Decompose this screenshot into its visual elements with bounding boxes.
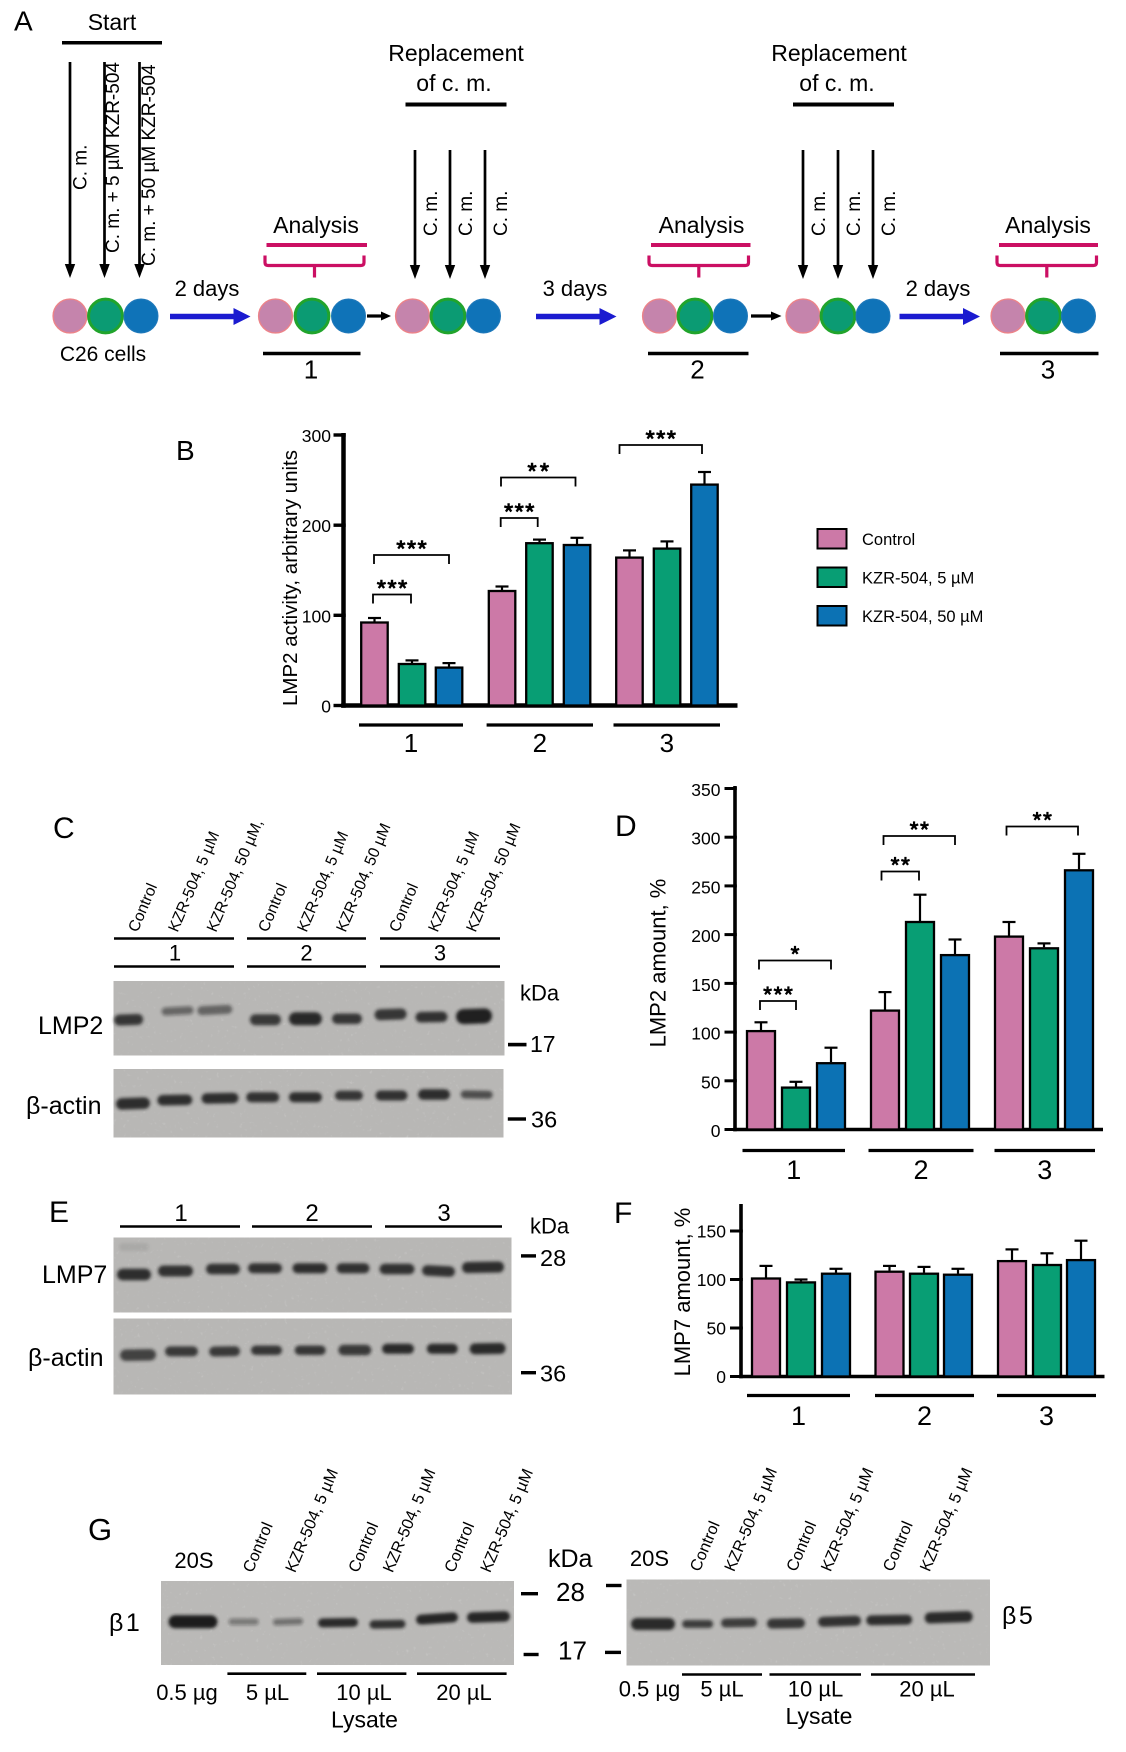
svg-text:0.5 µg: 0.5 µg (156, 1680, 218, 1705)
svg-text:20 µL: 20 µL (436, 1680, 492, 1705)
svg-text:1: 1 (404, 728, 418, 758)
svg-text:LMP2 amount, %: LMP2 amount, % (645, 879, 670, 1048)
svg-text:300: 300 (302, 426, 331, 446)
svg-text:β-actin: β-actin (28, 1344, 104, 1372)
svg-text:A: A (14, 6, 33, 37)
svg-text:5 µL: 5 µL (246, 1680, 289, 1705)
svg-text:150: 150 (697, 1222, 726, 1242)
svg-text:1: 1 (786, 1155, 801, 1185)
svg-text:1: 1 (174, 1200, 187, 1227)
svg-text:Control: Control (862, 531, 915, 549)
svg-text:50: 50 (701, 1072, 721, 1092)
svg-text:2: 2 (300, 941, 312, 966)
svg-text:10 µL: 10 µL (336, 1680, 392, 1705)
svg-text:3: 3 (1037, 1155, 1052, 1185)
svg-text:100: 100 (697, 1270, 726, 1290)
svg-text:β-actin: β-actin (26, 1092, 102, 1120)
svg-text:50: 50 (707, 1319, 727, 1339)
svg-text:Analysis: Analysis (273, 212, 359, 238)
svg-text:3: 3 (1039, 1401, 1054, 1431)
svg-text:0: 0 (716, 1367, 726, 1387)
svg-text:1: 1 (304, 355, 318, 385)
svg-text:KZR-504, 50 µM: KZR-504, 50 µM (862, 608, 983, 626)
svg-text:2 days: 2 days (175, 276, 240, 301)
svg-text:350: 350 (691, 780, 720, 800)
svg-text:kDa: kDa (530, 1214, 570, 1239)
svg-text:C. m.: C. m. (879, 191, 900, 236)
svg-text:0: 0 (321, 697, 331, 717)
svg-text:C. m.: C. m. (809, 191, 830, 236)
svg-text:3: 3 (660, 728, 674, 758)
svg-text:B: B (176, 435, 195, 466)
svg-text:250: 250 (691, 877, 720, 897)
svg-text:20S: 20S (174, 1548, 213, 1573)
svg-text:C. m. + 50 µM KZR-504: C. m. + 50 µM KZR-504 (139, 64, 160, 266)
svg-text:Start: Start (88, 9, 137, 35)
svg-text:LMP2: LMP2 (38, 1012, 103, 1040)
svg-text:17: 17 (558, 1636, 587, 1666)
svg-text:1: 1 (169, 941, 181, 966)
svg-text:C. m.: C. m. (844, 191, 865, 236)
svg-text:β1: β1 (109, 1609, 142, 1637)
svg-text:100: 100 (691, 1024, 720, 1044)
svg-text:36: 36 (531, 1107, 557, 1133)
svg-text:kDa: kDa (548, 1545, 593, 1573)
svg-text:0.5 µg: 0.5 µg (619, 1677, 681, 1702)
svg-text:100: 100 (302, 606, 331, 626)
svg-text:0: 0 (711, 1121, 721, 1141)
svg-text:150: 150 (691, 975, 720, 995)
svg-text:200: 200 (691, 926, 720, 946)
svg-text:2: 2 (533, 728, 547, 758)
svg-text:LMP2 activity, arbitrary units: LMP2 activity, arbitrary units (279, 450, 302, 706)
svg-text:2: 2 (917, 1401, 932, 1431)
svg-text:C. m.: C. m. (456, 191, 477, 236)
svg-text:17: 17 (530, 1031, 556, 1057)
svg-text:3: 3 (434, 941, 446, 966)
svg-text:LMP7: LMP7 (42, 1261, 107, 1289)
svg-text:28: 28 (556, 1577, 585, 1607)
svg-text:of c. m.: of c. m. (799, 70, 874, 96)
svg-text:C: C (53, 812, 75, 845)
svg-text:kDa: kDa (520, 981, 560, 1006)
svg-text:2: 2 (913, 1155, 928, 1185)
svg-text:Lysate: Lysate (786, 1703, 853, 1729)
svg-text:E: E (49, 1196, 69, 1229)
svg-text:C. m.: C. m. (491, 191, 512, 236)
svg-text:2: 2 (305, 1200, 318, 1227)
svg-text:C. m.: C. m. (421, 191, 442, 236)
svg-text:10 µL: 10 µL (788, 1677, 844, 1702)
svg-text:3: 3 (437, 1200, 450, 1227)
svg-text:LMP7 amount, %: LMP7 amount, % (670, 1208, 695, 1377)
svg-text:D: D (615, 810, 637, 843)
svg-text:2 days: 2 days (906, 276, 971, 301)
svg-text:F: F (614, 1197, 632, 1230)
svg-text:Analysis: Analysis (659, 212, 745, 238)
svg-text:28: 28 (540, 1245, 566, 1271)
svg-text:2: 2 (690, 355, 704, 385)
svg-text:20 µL: 20 µL (899, 1677, 955, 1702)
svg-text:5 µL: 5 µL (700, 1677, 743, 1702)
svg-text:20S: 20S (630, 1546, 669, 1571)
svg-text:β5: β5 (1002, 1602, 1035, 1630)
svg-text:of c. m.: of c. m. (416, 70, 491, 96)
svg-text:3: 3 (1041, 355, 1055, 385)
svg-text:G: G (88, 1512, 112, 1547)
svg-text:3 days: 3 days (543, 276, 608, 301)
svg-text:Analysis: Analysis (1005, 212, 1091, 238)
svg-text:Lysate: Lysate (331, 1707, 398, 1733)
svg-text:200: 200 (302, 516, 331, 536)
svg-text:300: 300 (691, 829, 720, 849)
svg-text:36: 36 (540, 1361, 566, 1387)
svg-text:Replacement: Replacement (771, 40, 907, 66)
svg-text:Replacement: Replacement (388, 40, 524, 66)
svg-text:C. m. + 5 µM KZR-504: C. m. + 5 µM KZR-504 (103, 62, 124, 253)
svg-text:C. m.: C. m. (71, 145, 92, 190)
svg-text:1: 1 (791, 1401, 806, 1431)
svg-text:KZR-504, 5 µM: KZR-504, 5 µM (862, 570, 974, 588)
svg-text:C26 cells: C26 cells (60, 343, 146, 366)
